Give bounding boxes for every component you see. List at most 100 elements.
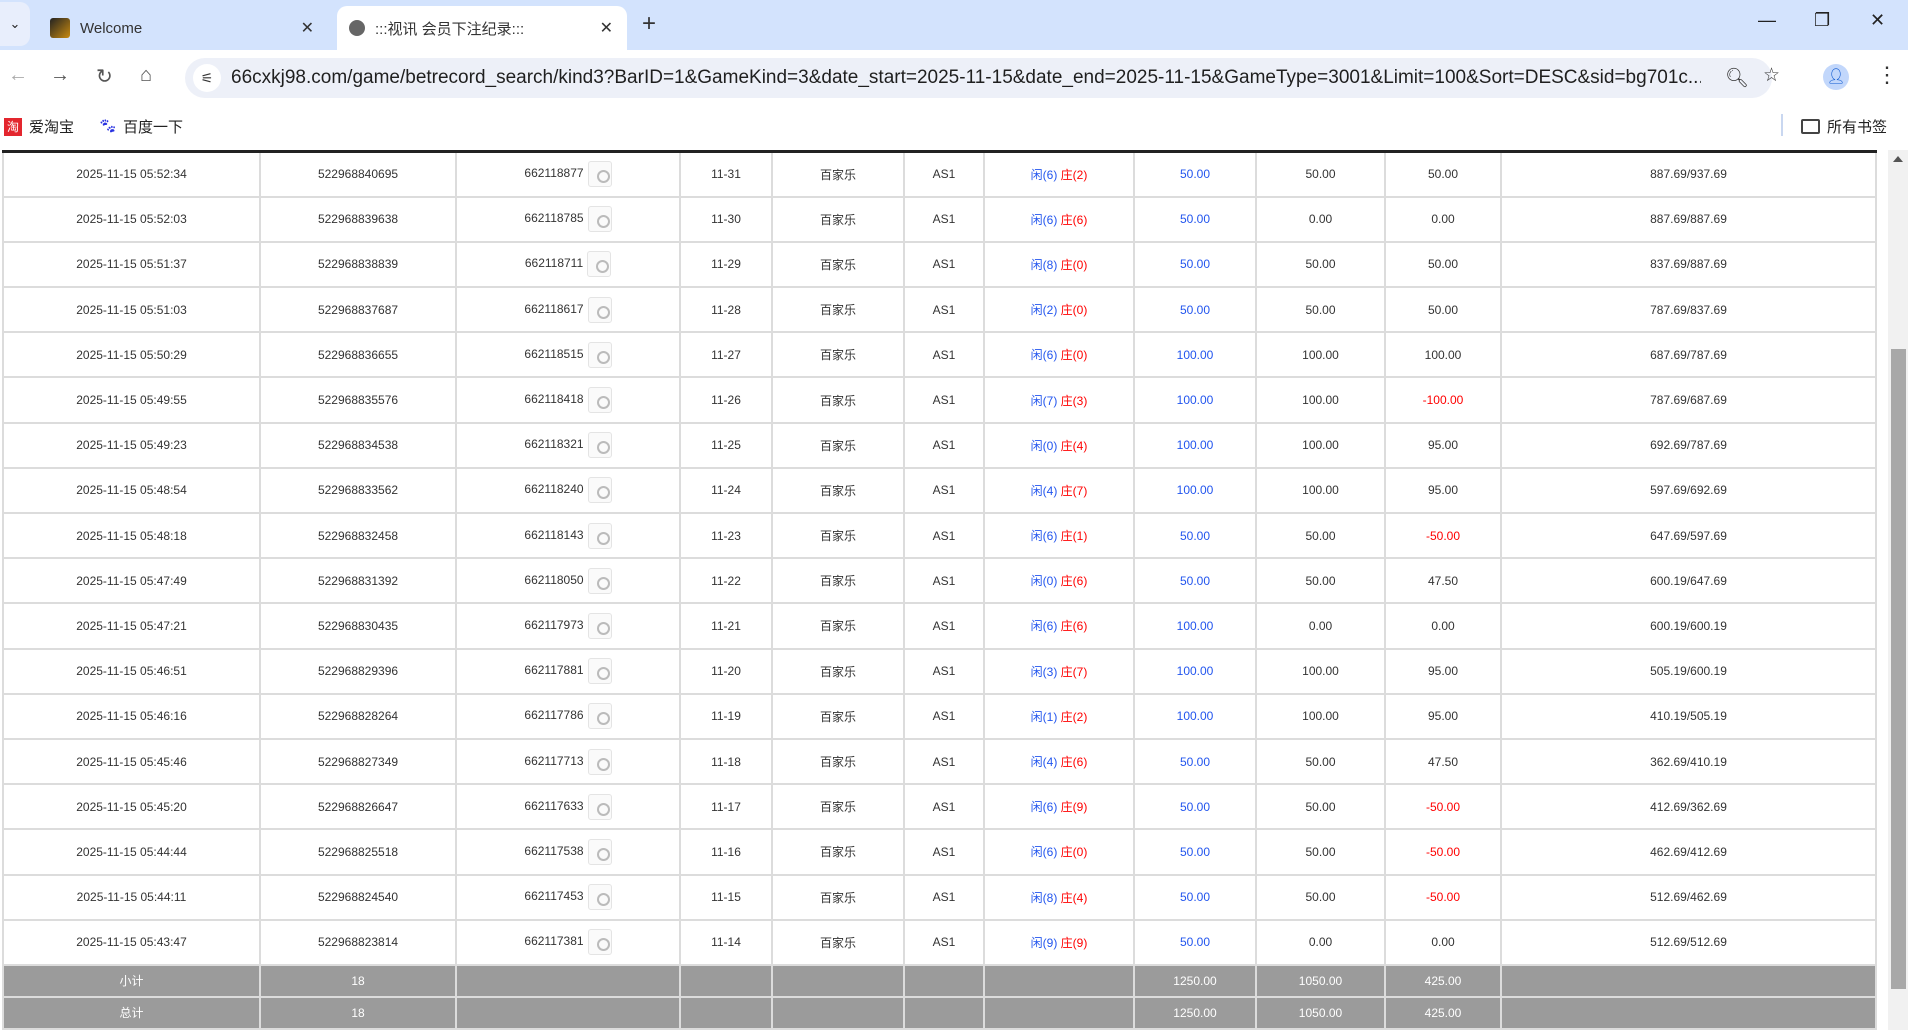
banker-result: 庄(0) xyxy=(1060,348,1088,363)
room: AS1 xyxy=(903,421,985,469)
result-cell: 闲(7) 庄(3) xyxy=(983,376,1135,424)
restore-button[interactable]: ❐ xyxy=(1814,10,1831,30)
round-cell: 662118240 xyxy=(455,466,681,515)
balance: 887.69/887.69 xyxy=(1500,195,1877,243)
bet-time: 2025-11-15 05:45:46 xyxy=(2,737,261,786)
tab-welcome[interactable]: Welcome ✕ xyxy=(38,6,328,50)
win-loss: 47.50 xyxy=(1384,557,1502,605)
bet-time: 2025-11-15 05:50:29 xyxy=(2,331,261,379)
game-type: 百家乐 xyxy=(771,286,905,334)
video-replay-icon[interactable] xyxy=(587,477,612,504)
banker-result: 庄(4) xyxy=(1060,890,1088,905)
round-cell: 662117713 xyxy=(455,737,681,786)
bookmark-baidu[interactable]: 🐾︎ 百度一下 xyxy=(98,116,183,137)
bet-time: 2025-11-15 05:48:54 xyxy=(2,466,261,515)
video-replay-icon[interactable] xyxy=(587,341,612,368)
video-replay-icon[interactable] xyxy=(587,838,612,865)
player-result: 闲(0) xyxy=(1030,574,1058,589)
reload-button[interactable]: ↻ xyxy=(96,66,113,88)
win-loss: 95.00 xyxy=(1384,647,1502,695)
url-text[interactable]: 66cxkj98.com/game/betrecord_search/kind3… xyxy=(231,67,1701,88)
bet-time: 2025-11-15 05:52:03 xyxy=(2,195,261,243)
zoom-icon[interactable]: 🔍︎ xyxy=(1725,68,1750,89)
video-replay-icon[interactable] xyxy=(587,296,612,323)
video-replay-icon[interactable] xyxy=(587,612,612,639)
taobao-icon: 淘 xyxy=(4,117,22,136)
banker-result: 庄(1) xyxy=(1060,529,1088,544)
back-button[interactable]: ← xyxy=(8,64,28,86)
vertical-scrollbar[interactable] xyxy=(1888,150,1908,1030)
close-icon[interactable]: ✕ xyxy=(599,20,613,37)
summary-valid: 1050.00 xyxy=(1255,995,1386,1030)
valid-bet: 100.00 xyxy=(1255,647,1386,695)
video-replay-icon[interactable] xyxy=(587,387,612,414)
bookmark-label: 爱淘宝 xyxy=(29,119,75,136)
round-cell: 662117881 xyxy=(455,647,681,695)
minimize-button[interactable]: — xyxy=(1758,10,1776,30)
round-cell: 662118711 xyxy=(455,240,681,289)
forward-button[interactable]: → xyxy=(50,64,70,86)
video-replay-icon[interactable] xyxy=(587,703,612,730)
scroll-up-arrow-icon[interactable] xyxy=(1893,156,1903,162)
room: AS1 xyxy=(903,557,985,605)
all-bookmarks-button[interactable]: 所有书签 xyxy=(1801,116,1887,137)
site-logo-icon xyxy=(50,18,70,38)
valid-bet: 100.00 xyxy=(1255,331,1386,379)
round-cell: 662118143 xyxy=(455,511,681,560)
bookmark-aitaobao[interactable]: 淘 爱淘宝 xyxy=(4,116,74,137)
video-replay-icon[interactable] xyxy=(587,658,612,685)
profile-avatar[interactable]: 👤︎ xyxy=(1823,64,1849,90)
table-number: 11-14 xyxy=(679,918,773,966)
round-number: 662117633 xyxy=(524,798,584,813)
close-icon[interactable]: ✕ xyxy=(300,20,314,37)
video-replay-icon[interactable] xyxy=(587,567,612,594)
close-window-button[interactable]: ✕ xyxy=(1870,10,1886,30)
bet-time: 2025-11-15 05:49:23 xyxy=(2,421,261,469)
bet-amount: 50.00 xyxy=(1133,511,1257,560)
bet-id: 522968837687 xyxy=(259,286,457,334)
table-row: 2025-11-15 05:49:23 522968834538 6621183… xyxy=(2,421,1877,469)
result-cell: 闲(2) 庄(0) xyxy=(983,286,1135,334)
valid-bet: 50.00 xyxy=(1255,828,1386,876)
bet-id: 522968825518 xyxy=(259,828,457,876)
video-replay-icon[interactable] xyxy=(587,522,612,549)
bookmark-star-icon[interactable]: ☆ xyxy=(1763,65,1781,86)
win-loss: -100.00 xyxy=(1384,376,1502,424)
address-bar[interactable]: ⚟ 66cxkj98.com/game/betrecord_search/kin… xyxy=(185,58,1780,98)
video-replay-icon[interactable] xyxy=(587,793,612,820)
win-loss: 100.00 xyxy=(1384,331,1502,379)
menu-icon[interactable]: ⋮ xyxy=(1876,62,1898,87)
scrollbar-thumb[interactable] xyxy=(1891,349,1906,989)
table-row: 2025-11-15 05:51:03 522968837687 6621186… xyxy=(2,286,1877,334)
game-type: 百家乐 xyxy=(771,692,905,740)
bookmarks-bar: 淘 爱淘宝 🐾︎ 百度一下 所有书签 xyxy=(0,106,1908,150)
banker-result: 庄(0) xyxy=(1060,257,1088,272)
tab-bet-records[interactable]: :::视讯 会员下注纪录::: ✕ xyxy=(337,6,627,50)
video-replay-icon[interactable] xyxy=(587,748,612,775)
video-replay-icon[interactable] xyxy=(587,206,612,233)
result-cell: 闲(6) 庄(9) xyxy=(983,783,1135,831)
video-replay-icon[interactable] xyxy=(587,929,612,956)
round-number: 662118143 xyxy=(524,527,584,542)
table-row: 2025-11-15 05:52:03 522968839638 6621187… xyxy=(2,195,1877,243)
player-result: 闲(9) xyxy=(1030,935,1058,950)
balance: 410.19/505.19 xyxy=(1500,692,1877,740)
new-tab-button[interactable]: + xyxy=(642,10,657,37)
tab-search-button[interactable]: ⌄ xyxy=(0,2,30,46)
home-button[interactable]: ⌂ xyxy=(140,64,153,86)
video-replay-icon[interactable] xyxy=(587,161,612,188)
balance: 597.69/692.69 xyxy=(1500,466,1877,515)
bet-amount: 50.00 xyxy=(1133,557,1257,605)
video-replay-icon[interactable] xyxy=(587,432,612,459)
bet-time: 2025-11-15 05:51:37 xyxy=(2,240,261,289)
video-replay-icon[interactable] xyxy=(587,884,612,911)
room: AS1 xyxy=(903,737,985,786)
site-info-icon[interactable]: ⚟ xyxy=(193,64,221,92)
bet-amount: 50.00 xyxy=(1133,286,1257,334)
video-replay-icon[interactable] xyxy=(587,251,612,278)
game-type: 百家乐 xyxy=(771,150,905,198)
bookmark-label: 百度一下 xyxy=(123,119,184,136)
player-result: 闲(1) xyxy=(1030,709,1058,724)
banker-result: 庄(0) xyxy=(1060,845,1088,860)
valid-bet: 0.00 xyxy=(1255,918,1386,966)
